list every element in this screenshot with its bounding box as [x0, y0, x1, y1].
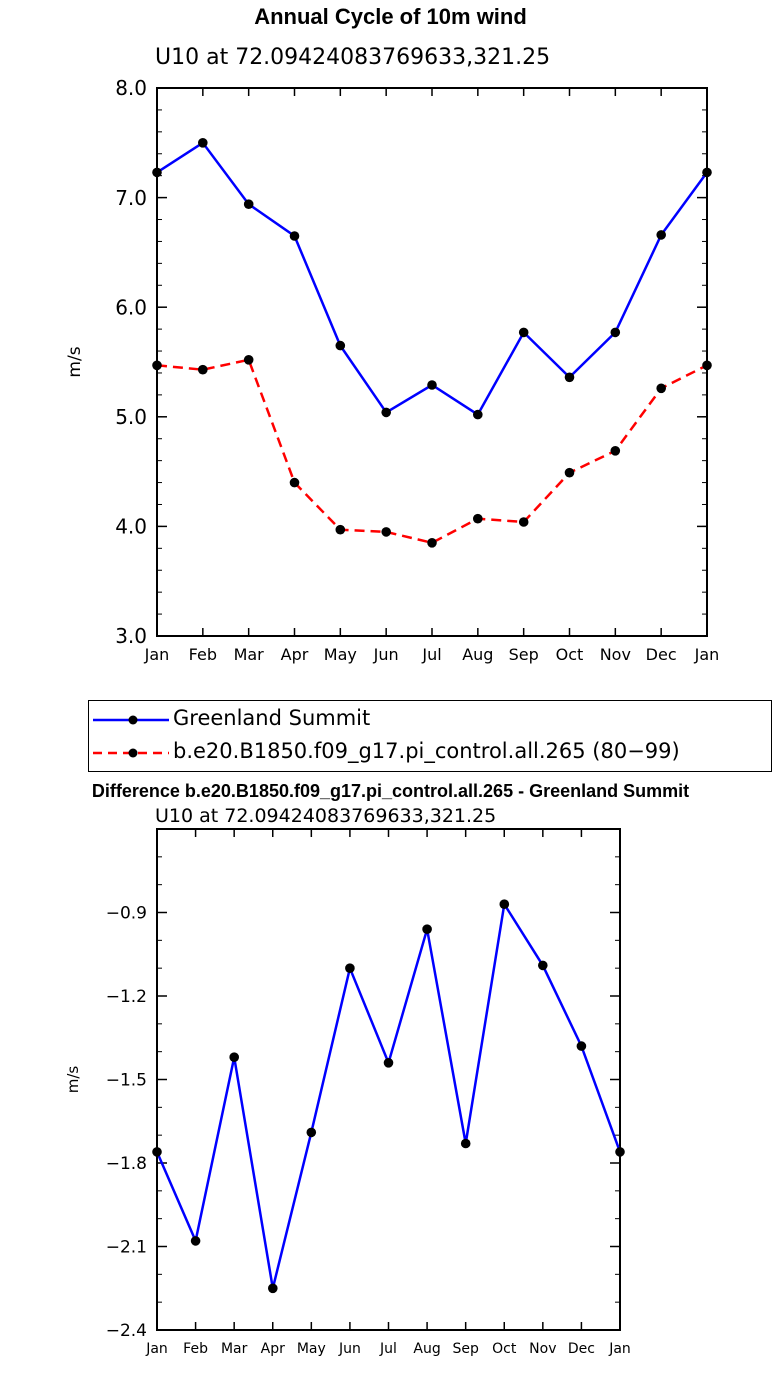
data-point-s0-10 [610, 327, 621, 338]
data-point-s1-5 [381, 527, 392, 537]
data-point-s1-11 [656, 383, 666, 394]
data-point-s0-11 [576, 1041, 587, 1051]
data-point-s0-3 [268, 1283, 278, 1294]
chart-annual-cycle: Jan Feb Mar Apr May Jun Jul Aug Sep Oct Nov Dec Jan3… [65, 76, 719, 664]
x-tick-label: May [297, 1341, 326, 1357]
data-point-s1-6 [427, 538, 437, 548]
data-point-s0-6 [427, 380, 437, 390]
x-tick-label: Dec [646, 645, 677, 664]
data-point-s1-12 [702, 360, 712, 371]
data-point-s0-2 [243, 199, 254, 209]
plot-frame [156, 828, 621, 1331]
y-axis-label: m/s [65, 346, 85, 377]
x-tick-label: Dec [568, 1341, 595, 1357]
chart2-title: Difference b.e20.B1850.f09_g17.pi_contro… [91, 781, 690, 801]
y-tick-label: 5.0 [115, 405, 147, 429]
x-tick-label: Oct [556, 645, 584, 664]
data-point-s0-6 [383, 1058, 394, 1068]
data-point-s0-7 [422, 924, 432, 934]
x-tick-label: Aug [413, 1341, 440, 1357]
data-point-s0-3 [289, 231, 300, 241]
data-point-s0-0 [152, 1147, 162, 1157]
x-tick-label: Jun [338, 1341, 361, 1357]
y-tick-label: −2.1 [106, 1238, 147, 1258]
data-point-s0-5 [345, 963, 355, 973]
chart1-subtitle: U10 at 72.09424083769633,321.25 [155, 45, 551, 70]
y-tick-label: 6.0 [115, 295, 147, 319]
data-point-s0-9 [564, 372, 575, 383]
x-tick-label: Jul [379, 1341, 397, 1357]
y-tick-label: −2.4 [106, 1321, 147, 1341]
x-tick-label: Sep [452, 1341, 479, 1357]
x-tick-label: Mar [234, 645, 265, 664]
chart-difference: Jan Feb Mar Apr May Jun Jul Aug Sep Oct Nov Dec Jan−… [64, 828, 631, 1357]
legend: Greenland Summit b.e20.B1850.f09_g17.pi_… [88, 700, 772, 772]
x-tick-label: Jan [694, 645, 720, 664]
y-tick-label: 8.0 [115, 76, 147, 100]
y-tick-label: 7.0 [115, 186, 147, 210]
legend-swatches [93, 715, 169, 758]
x-tick-label: Jan [145, 1341, 168, 1357]
x-tick-label: Apr [281, 645, 309, 664]
x-tick-label: Feb [183, 1341, 208, 1357]
x-tick-label: Oct [492, 1341, 517, 1357]
x-tick-label: Aug [462, 645, 493, 664]
chart2-subtitle: U10 at 72.09424083769633,321.25 [155, 805, 497, 827]
data-point-s0-1 [190, 1236, 201, 1246]
x-tick-label: Nov [600, 645, 631, 664]
y-axis-label: m/s [64, 1066, 82, 1094]
data-point-s0-11 [656, 230, 666, 240]
x-tick-label: Jan [144, 645, 170, 664]
data-point-s1-3 [289, 477, 300, 488]
data-point-s0-10 [538, 960, 548, 971]
y-tick-label: −0.9 [106, 904, 147, 924]
legend-marker-greenland-summit [128, 715, 138, 725]
chart1-title: Annual Cycle of 10m wind [254, 4, 527, 29]
x-tick-label: Apr [261, 1341, 285, 1357]
data-point-s0-2 [229, 1052, 239, 1062]
x-tick-label: Nov [529, 1341, 556, 1357]
data-point-s1-7 [473, 513, 483, 524]
data-point-s1-1 [198, 364, 208, 375]
data-point-s1-0 [152, 360, 162, 371]
legend-label-greenland-summit: Greenland Summit [173, 706, 371, 730]
data-point-s0-8 [460, 1138, 471, 1149]
data-point-s0-12 [615, 1147, 625, 1157]
data-point-s0-7 [473, 409, 483, 420]
x-tick-label: Jul [421, 645, 441, 664]
y-tick-label: 3.0 [115, 624, 147, 648]
legend-label-model: b.e20.B1850.f09_g17.pi_control.all.265 (… [173, 739, 680, 763]
data-point-s1-2 [243, 355, 254, 365]
y-tick-label: 4.0 [115, 515, 147, 539]
data-point-s0-1 [198, 138, 208, 148]
data-point-s0-5 [381, 407, 392, 418]
data-point-s0-9 [499, 899, 510, 909]
x-tick-label: Feb [189, 645, 217, 664]
data-point-s0-4 [306, 1127, 317, 1138]
series-line-0 [155, 900, 622, 1289]
y-tick-label: −1.8 [106, 1154, 147, 1174]
data-point-s1-9 [564, 467, 575, 478]
x-tick-label: May [324, 645, 357, 664]
data-point-s1-10 [610, 446, 621, 456]
data-point-s0-0 [152, 167, 162, 178]
data-point-s0-12 [702, 167, 712, 178]
series-line-0 [156, 141, 709, 417]
x-tick-label: Jun [373, 645, 399, 664]
y-tick-label: −1.2 [106, 987, 147, 1007]
data-point-s0-8 [518, 327, 529, 338]
data-point-s0-4 [335, 340, 346, 351]
x-tick-label: Sep [509, 645, 539, 664]
data-point-s1-4 [335, 524, 346, 535]
x-tick-label: Jan [608, 1341, 631, 1357]
legend-marker-model [128, 748, 138, 758]
y-tick-label: −1.5 [106, 1071, 147, 1091]
x-tick-label: Mar [221, 1341, 248, 1357]
data-point-s1-8 [518, 517, 529, 527]
